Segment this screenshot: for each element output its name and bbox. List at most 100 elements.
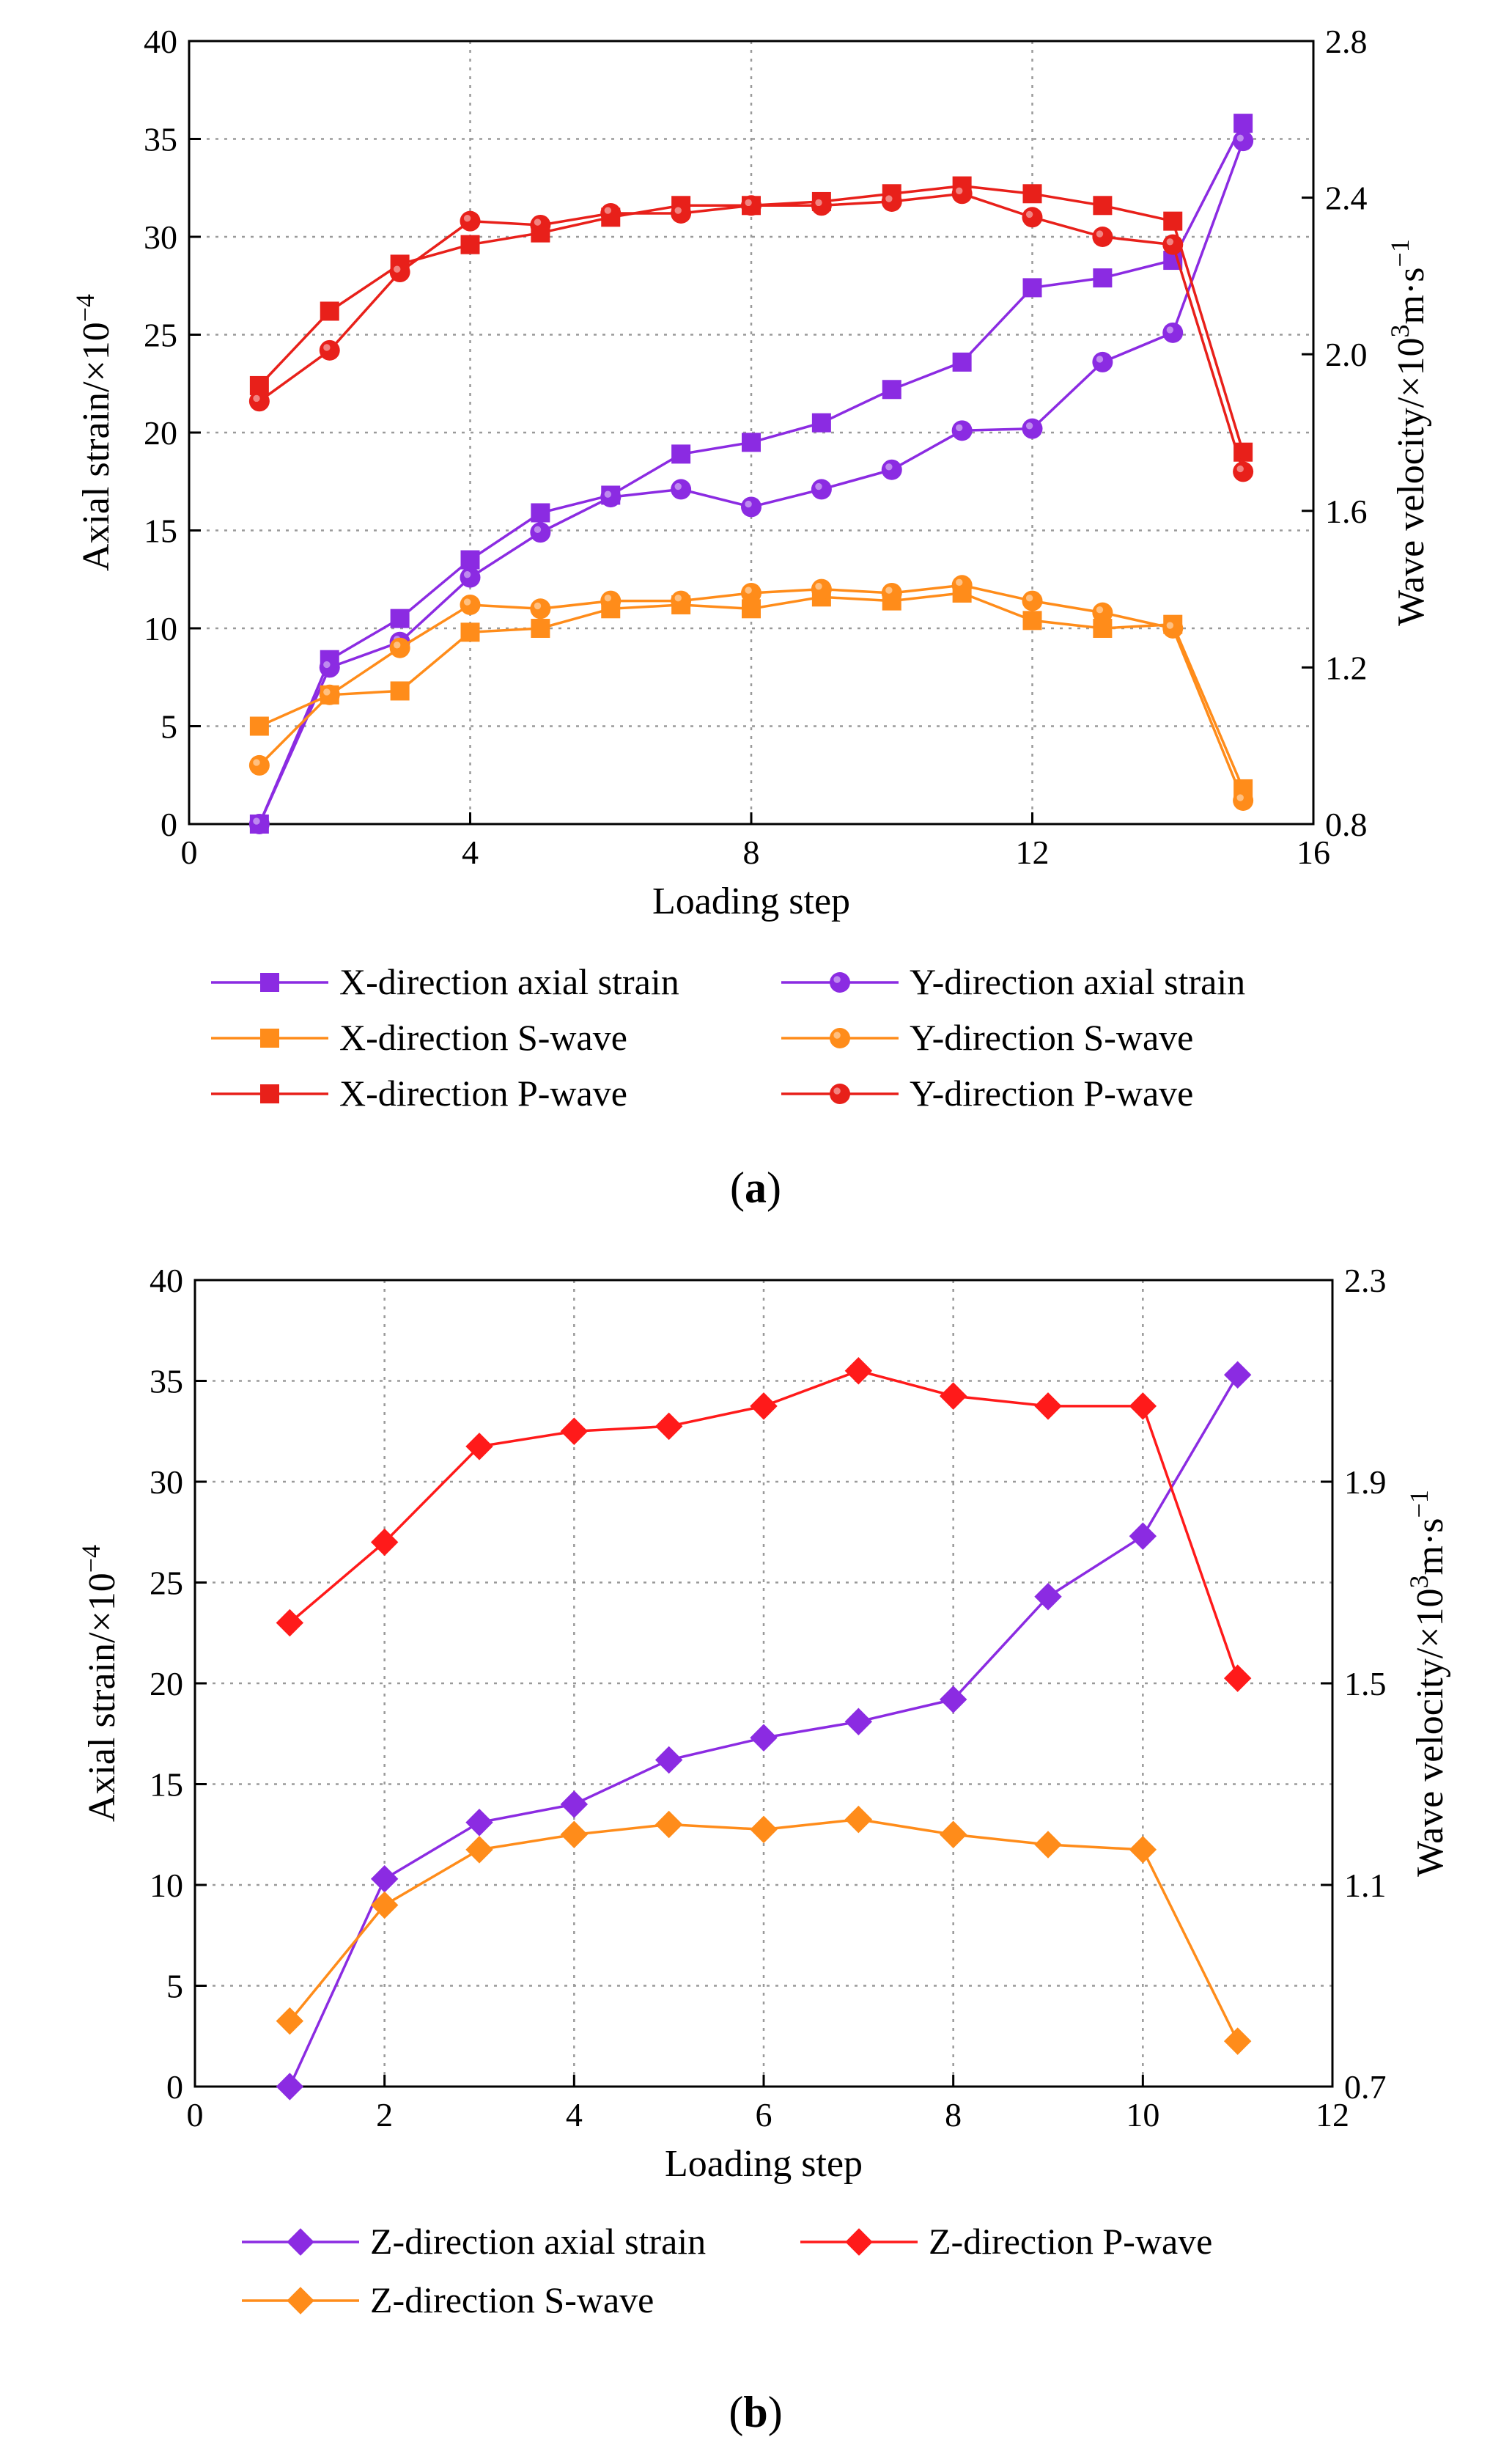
panel-a-series-y-direction-axial-strain-point-body bbox=[1162, 322, 1184, 343]
panel-a-series-x-direction-p-wave-point bbox=[1022, 184, 1042, 204]
panel-a-series-y-direction-s-wave-point bbox=[671, 590, 692, 611]
panel-a-series-y-direction-p-wave-point-shine bbox=[323, 344, 331, 351]
panel-a-series-x-direction-axial-strain-point bbox=[671, 444, 691, 464]
panel-a-series-y-direction-s-wave-point-body bbox=[811, 578, 832, 600]
panel-a-series-x-direction-axial-strain-point bbox=[531, 503, 550, 523]
panel-a-series-y-direction-axial-strain-point-body bbox=[671, 479, 692, 500]
panel-a-series-y-direction-p-wave-point bbox=[319, 339, 340, 361]
panel-b-y2tick-label: 2.3 bbox=[1344, 1262, 1387, 1299]
panel-a-series-y-direction-axial-strain-point-shine bbox=[463, 571, 471, 578]
panel-a-series-y-direction-p-wave-point-shine bbox=[1096, 230, 1104, 238]
panel-a-series-x-direction-s-wave-point bbox=[1022, 611, 1042, 631]
panel-a-series-y-direction-axial-strain bbox=[248, 131, 1254, 834]
panel-a-legend-entry-y-direction-axial-strain-marker bbox=[830, 972, 850, 993]
panel-a-series-y-direction-p-wave-point-shine bbox=[815, 199, 822, 207]
panel-b-series-z-direction-s-wave-point bbox=[750, 1815, 778, 1844]
panel-a-series-y-direction-axial-strain-point-body bbox=[1092, 351, 1113, 372]
panel-b-series-z-direction-axial-strain-point bbox=[1223, 1361, 1252, 1389]
panel-a-series-y-direction-s-wave-point bbox=[600, 590, 622, 611]
panel-a-series-y-direction-s-wave-point-shine bbox=[674, 595, 682, 602]
panel-a-series-y-direction-p-wave-point-shine bbox=[394, 265, 401, 273]
panel-a-series-y-direction-s-wave-point bbox=[741, 582, 761, 603]
panel-b-series-z-direction-s-wave-point bbox=[1034, 1831, 1062, 1859]
panel-a-series-y-direction-s-wave-point-shine bbox=[885, 587, 893, 594]
panel-a-legend-entry-y-direction-s-wave-marker-shine bbox=[833, 1032, 841, 1039]
panel-a-y2tick-label: 2.8 bbox=[1325, 23, 1368, 60]
panel-a-series-y-direction-s-wave-point-body bbox=[1022, 590, 1043, 611]
panel-a-series-y-direction-s-wave-point-body bbox=[600, 590, 622, 611]
panel-a-series-y-direction-axial-strain-point-shine bbox=[1166, 326, 1174, 334]
panel-a-series-y-direction-axial-strain-point-shine bbox=[604, 490, 612, 498]
panel-b-ytick-label: 15 bbox=[150, 1766, 183, 1804]
panel-a-y2tick-label: 2.4 bbox=[1325, 180, 1368, 217]
panel-a-legend-entry-y-direction-s-wave: Y-direction S-wave bbox=[781, 1017, 1193, 1058]
panel-a-series-y-direction-p-wave-point bbox=[741, 195, 761, 216]
panel-a-series-y-direction-axial-strain-point bbox=[811, 479, 832, 500]
panel-a-series-y-direction-p-wave-point-body bbox=[600, 202, 622, 224]
panel-a-series-x-direction-axial-strain-point bbox=[952, 352, 972, 372]
panel-b-legend-entry-z-direction-axial-strain-marker bbox=[287, 2228, 314, 2256]
panel-a-series-y-direction-p-wave-point bbox=[1092, 227, 1113, 247]
panel-a-legend-entry-x-direction-axial-strain-marker bbox=[260, 973, 279, 992]
panel-a-series-y-direction-p-wave bbox=[248, 183, 1254, 482]
panel-b-xtick-label: 10 bbox=[1126, 2096, 1159, 2133]
panel-a-series-x-direction-p-wave-point bbox=[320, 301, 339, 321]
panel-a-series-y-direction-p-wave-point-shine bbox=[1236, 465, 1244, 473]
panel-a-series-y-direction-p-wave-point-shine bbox=[253, 394, 260, 403]
panel-a-series-y-direction-p-wave-point bbox=[600, 202, 622, 224]
panel-a-series-y-direction-s-wave-point-shine bbox=[745, 587, 752, 594]
panel-a-series-y-direction-p-wave-point bbox=[1233, 461, 1254, 482]
panel-a-legend-entry-y-direction-p-wave: Y-direction P-wave bbox=[781, 1073, 1193, 1114]
panel-a-xtick-label: 0 bbox=[181, 834, 198, 871]
panel-a-series-y-direction-axial-strain-point-shine bbox=[534, 526, 542, 533]
panel-a-series-x-direction-p-wave-point bbox=[460, 235, 480, 254]
panel-a-series-y-direction-s-wave-point-shine bbox=[253, 759, 260, 766]
caption-a: (a) bbox=[730, 1164, 781, 1212]
panel-b-series-z-direction-p-wave-point bbox=[276, 1609, 304, 1637]
panel-b-xtick-label: 12 bbox=[1316, 2096, 1349, 2133]
panel-a-series-y-direction-s-wave-point-body bbox=[881, 582, 902, 603]
panel-b-series-z-direction-axial-strain-point bbox=[844, 1708, 873, 1735]
caption-b: (b) bbox=[729, 2388, 782, 2436]
panel-a-series-y-direction-p-wave-point-body bbox=[1092, 227, 1113, 247]
panel-a-series-y-direction-axial-strain-point bbox=[1233, 131, 1254, 152]
panel-a-series-y-direction-axial-strain-point-shine bbox=[323, 661, 331, 669]
panel-a-series-y-direction-axial-strain-point bbox=[881, 459, 902, 480]
panel-a-series-y-direction-p-wave-point-shine bbox=[956, 187, 963, 195]
panel-b-legend-entry-z-direction-p-wave: Z-direction P-wave bbox=[800, 2221, 1212, 2262]
panel-a-legend-entry-x-direction-s-wave-marker bbox=[260, 1029, 279, 1048]
panel-a-series-y-direction-p-wave-point bbox=[1162, 234, 1184, 255]
panel-b-y-axis-title: Axial strain/×10−4 bbox=[76, 1545, 123, 1822]
panel-a-series-y-direction-axial-strain-point-shine bbox=[253, 817, 260, 825]
panel-a-series-y-direction-axial-strain-point bbox=[951, 420, 973, 441]
panel-b-xtick-label: 8 bbox=[945, 2096, 962, 2133]
panel-a-series-y-direction-s-wave-point bbox=[1092, 602, 1113, 623]
panel-a-series-y-direction-axial-strain-point-body bbox=[248, 814, 270, 834]
panel-a-y2-axis-title: Wave velocity/×103m·s−1 bbox=[1385, 239, 1432, 626]
panel-a-series-y-direction-p-wave-point-body bbox=[811, 195, 832, 216]
panel-b-y2tick-label: 1.1 bbox=[1344, 1867, 1387, 1904]
panel-a-series-y-direction-axial-strain-point-body bbox=[319, 657, 340, 678]
panel-a-series-y-direction-axial-strain-point-body bbox=[951, 420, 973, 441]
panel-a-series-x-direction-s-wave-point bbox=[249, 716, 269, 736]
panel-a-series-y-direction-s-wave-point-body bbox=[671, 590, 692, 611]
panel-b-ytick-label: 25 bbox=[150, 1565, 183, 1602]
panel-a-series-y-direction-s-wave-point bbox=[319, 684, 340, 705]
panel-a-series-x-direction-s-wave-point bbox=[460, 622, 480, 642]
panel-b-xtick-label: 4 bbox=[566, 2096, 583, 2133]
panel-b-series-z-direction-s-wave-point bbox=[276, 2007, 304, 2035]
panel-a-series-y-direction-s-wave-point bbox=[460, 594, 481, 615]
panel-a-xtick-label: 4 bbox=[462, 834, 479, 871]
panel-a-series-y-direction-s-wave-point-shine bbox=[394, 642, 401, 649]
panel-a-series-y-direction-p-wave-point-body bbox=[248, 391, 270, 412]
panel-a-series-y-direction-p-wave-point-body bbox=[1233, 461, 1254, 482]
panel-b-series-z-direction-s-wave-point bbox=[1223, 2027, 1252, 2055]
panel-b-series-z-direction-axial-strain-point bbox=[370, 1865, 399, 1893]
panel-a-series-x-direction-axial-strain-point bbox=[742, 433, 761, 452]
panel-a-series-y-direction-s-wave-point-shine bbox=[956, 578, 963, 587]
panel-a-series-y-direction-s-wave-point-body bbox=[1233, 790, 1254, 811]
panel-b-xtick-label: 2 bbox=[376, 2096, 393, 2133]
panel-a-series-y-direction-axial-strain-point bbox=[741, 496, 761, 518]
panel-a-series-y-direction-s-wave-point bbox=[811, 578, 832, 600]
panel-b-series-z-direction-p-wave-point bbox=[1034, 1392, 1062, 1420]
